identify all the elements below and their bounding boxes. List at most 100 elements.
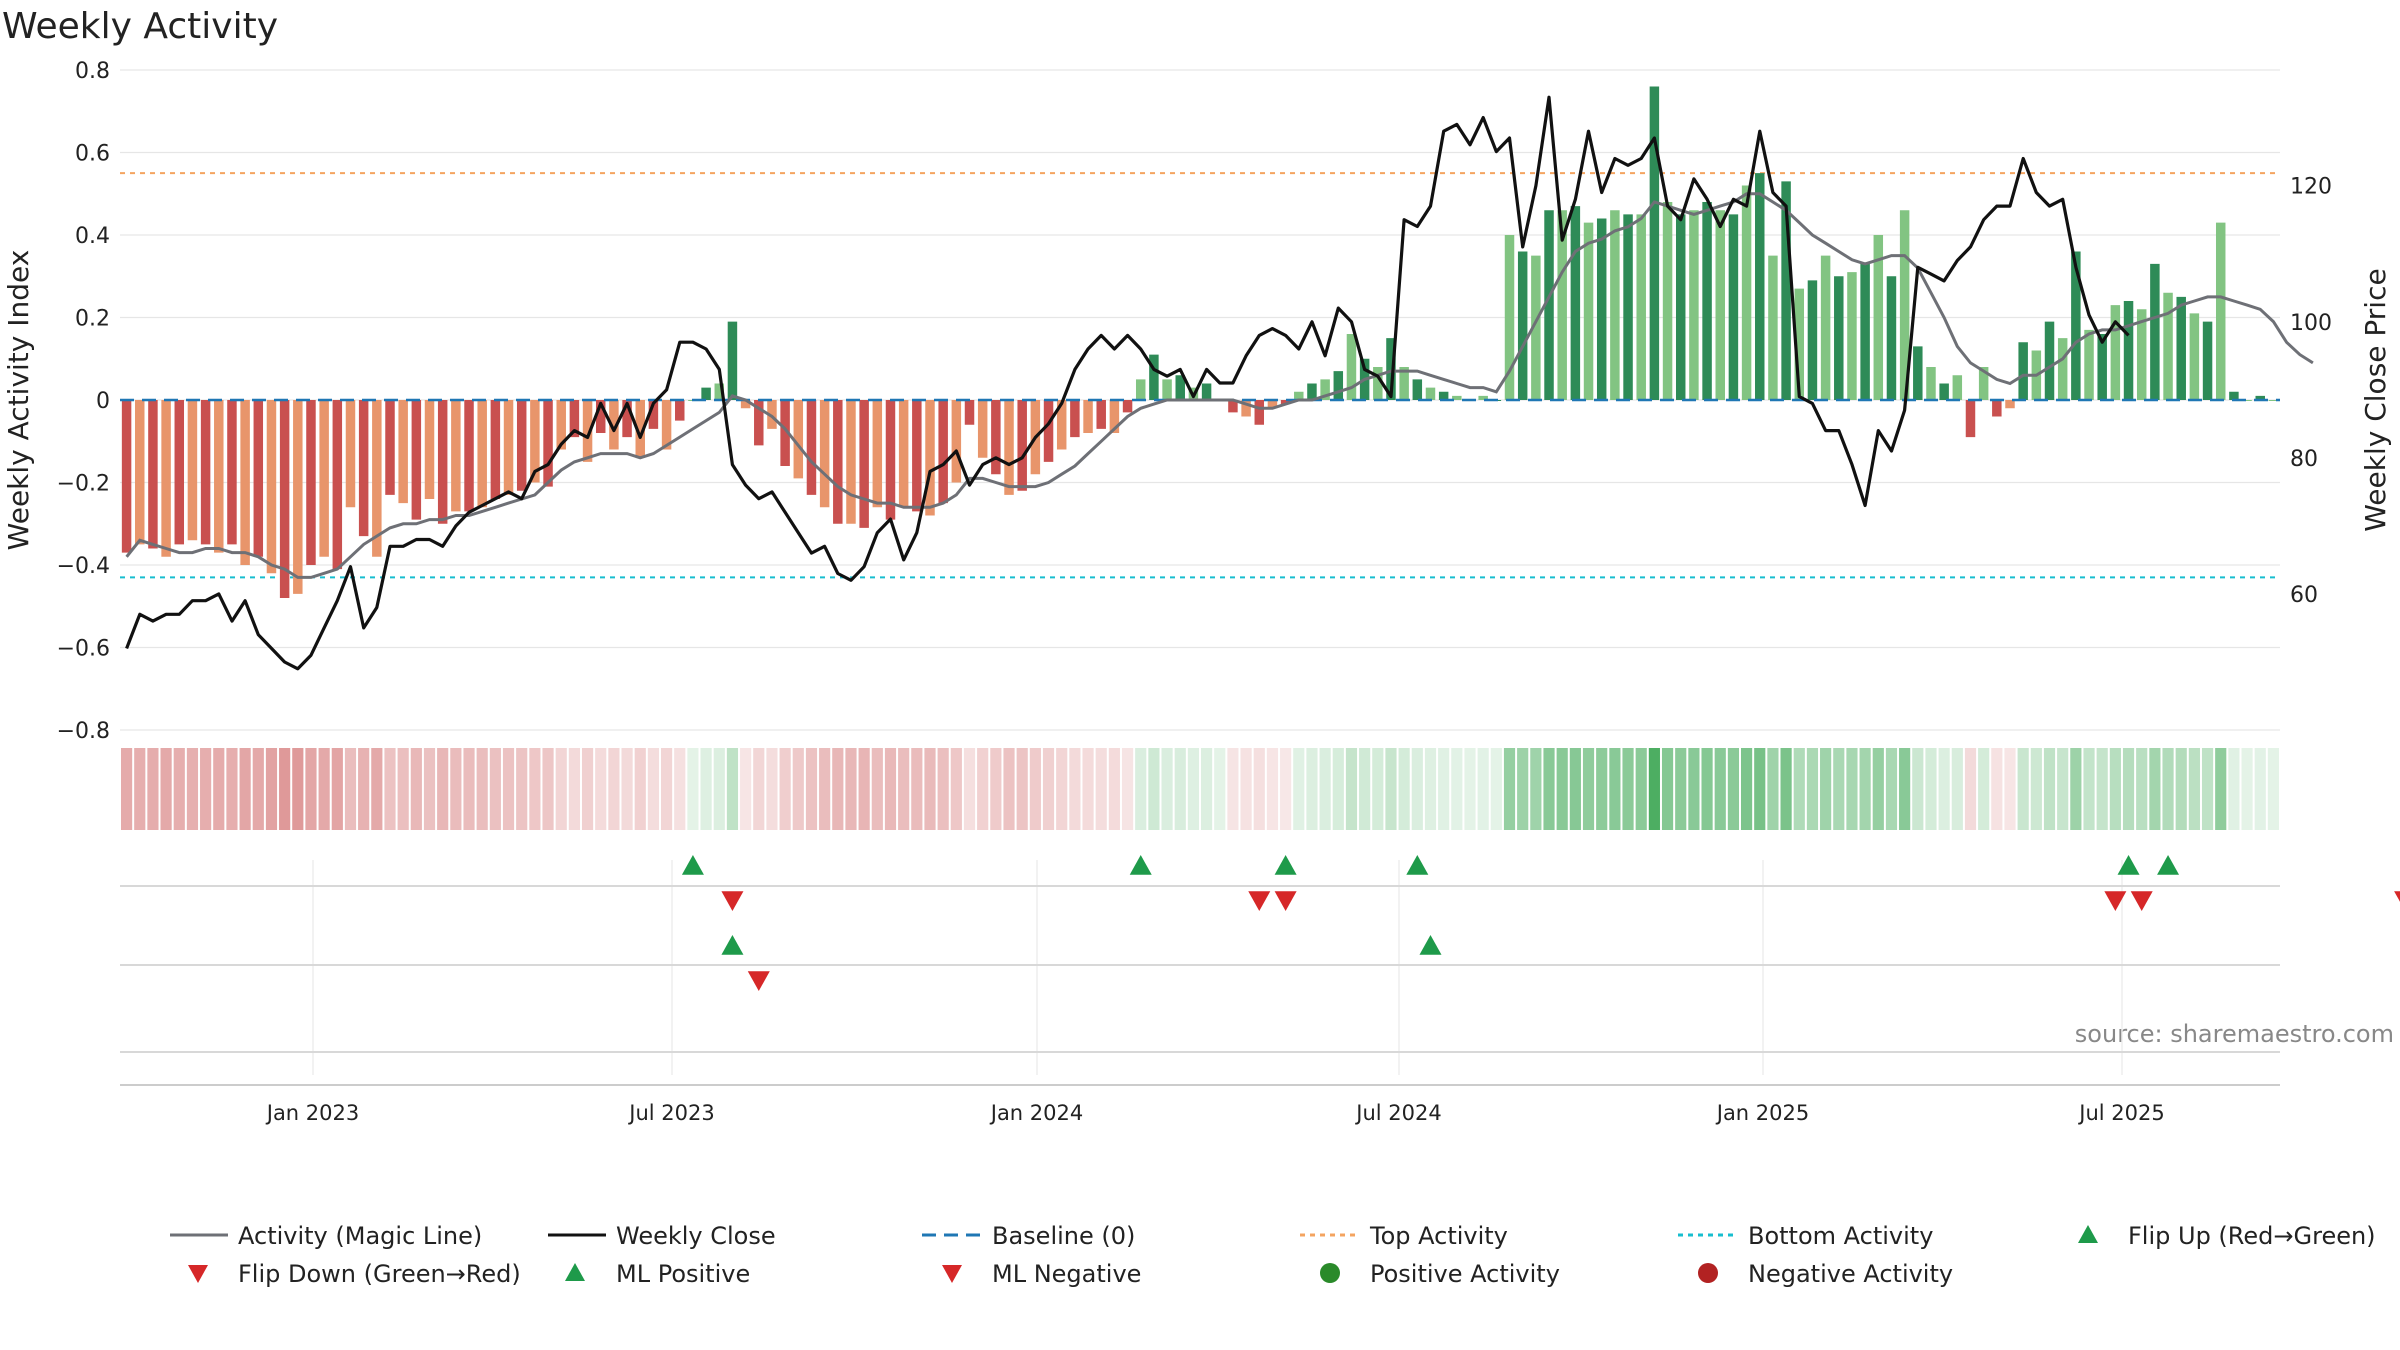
legend-label: ML Negative bbox=[992, 1260, 1141, 1288]
activity-bar bbox=[1373, 367, 1383, 400]
activity-bar bbox=[214, 400, 224, 553]
activity-bar bbox=[372, 400, 382, 557]
activity-bar bbox=[833, 400, 843, 524]
legend-swatch bbox=[1320, 1263, 1340, 1283]
activity-bar bbox=[161, 400, 171, 557]
activity-strip-cell bbox=[1201, 748, 1213, 830]
activity-strip-cell bbox=[1490, 748, 1502, 830]
activity-strip-cell bbox=[608, 748, 620, 830]
x-tick: Jul 2023 bbox=[627, 1101, 714, 1125]
activity-bar bbox=[1899, 210, 1910, 400]
activity-bar bbox=[2176, 296, 2186, 400]
activity-strip-cell bbox=[1069, 748, 1081, 830]
activity-bar bbox=[898, 400, 909, 508]
activity-strip-cell bbox=[845, 748, 857, 830]
activity-bar bbox=[2202, 321, 2213, 400]
activity-strip-cell bbox=[423, 748, 436, 830]
activity-strip-cell bbox=[990, 748, 1002, 830]
activity-bar bbox=[1675, 214, 1686, 400]
activity-strip-cell bbox=[1477, 748, 1489, 830]
activity-bar bbox=[622, 400, 632, 438]
activity-bar bbox=[1583, 222, 1594, 400]
flip-down-marker bbox=[2394, 891, 2400, 902]
activity-bar bbox=[1715, 210, 1725, 400]
legend-label: Positive Activity bbox=[1370, 1260, 1560, 1288]
activity-strip-cell bbox=[1424, 748, 1437, 830]
legend-label: Bottom Activity bbox=[1748, 1222, 1933, 1250]
activity-strip-cell bbox=[1951, 748, 1963, 830]
flip-down-marker bbox=[2130, 891, 2153, 911]
activity-bar bbox=[1399, 367, 1409, 400]
activity-strip-cell bbox=[1754, 748, 1766, 830]
activity-bar bbox=[1043, 400, 1054, 462]
y-tick-right: 100 bbox=[2290, 311, 2332, 336]
activity-bar bbox=[661, 400, 672, 450]
activity-bar bbox=[1847, 272, 1857, 400]
activity-bar bbox=[635, 400, 645, 458]
activity-bar bbox=[714, 383, 725, 400]
activity-bar bbox=[819, 400, 830, 508]
activity-bar bbox=[1201, 383, 1212, 400]
activity-strip-cell bbox=[1635, 748, 1647, 830]
activity-bar bbox=[2057, 338, 2068, 400]
activity-strip-cell bbox=[1280, 748, 1292, 830]
activity-strip-cell bbox=[1833, 748, 1845, 830]
activity-strip-cell bbox=[2149, 748, 2161, 830]
activity-strip-cell bbox=[1214, 748, 1226, 830]
activity-strip-cell bbox=[2162, 748, 2174, 830]
activity-bar bbox=[424, 400, 435, 499]
activity-strip-cell bbox=[1016, 748, 1028, 830]
activity-bar bbox=[582, 400, 593, 462]
activity-strip-cell bbox=[239, 748, 251, 830]
flip-up-marker bbox=[2117, 855, 2140, 875]
activity-bar bbox=[859, 400, 869, 528]
x-tick: Jan 2023 bbox=[265, 1101, 360, 1125]
activity-bar bbox=[1425, 387, 1436, 400]
legend-label: Activity (Magic Line) bbox=[238, 1222, 482, 1250]
activity-strip-cell bbox=[331, 748, 343, 830]
activity-strip-cell bbox=[779, 748, 791, 830]
activity-strip-cell bbox=[1135, 748, 1147, 830]
activity-strip-cell bbox=[2096, 748, 2108, 830]
activity-strip-cell bbox=[292, 748, 304, 830]
activity-strip-cell bbox=[1806, 748, 1819, 830]
activity-bar bbox=[2150, 263, 2160, 400]
activity-strip-cell bbox=[463, 748, 475, 830]
activity-strip-cell bbox=[134, 748, 146, 830]
activity-strip-cell bbox=[740, 748, 752, 830]
activity-strip-cell bbox=[384, 748, 396, 830]
activity-strip-cell bbox=[1543, 748, 1555, 830]
activity-strip-cell bbox=[2004, 748, 2016, 830]
activity-bar bbox=[1333, 371, 1344, 400]
activity-bar bbox=[543, 400, 553, 487]
y-tick-left: 0 bbox=[96, 389, 110, 414]
activity-bar bbox=[1623, 214, 1633, 400]
activity-bar bbox=[411, 400, 422, 520]
legend-label: Top Activity bbox=[1369, 1222, 1508, 1250]
activity-bar bbox=[1728, 214, 1739, 400]
activity-bar bbox=[569, 400, 580, 438]
activity-strip-cell bbox=[1714, 748, 1726, 830]
activity-bar bbox=[1662, 202, 1673, 400]
activity-bar bbox=[1517, 251, 1528, 400]
activity-strip-cell bbox=[832, 748, 844, 830]
activity-bar bbox=[464, 400, 474, 512]
activity-bar bbox=[938, 400, 948, 504]
activity-bar bbox=[1228, 400, 1238, 413]
flip-down-marker bbox=[1248, 891, 1271, 911]
activity-bar bbox=[2189, 313, 2200, 400]
activity-bar bbox=[846, 400, 856, 524]
activity-strip-cell bbox=[147, 748, 159, 830]
activity-bar bbox=[1741, 185, 1752, 400]
activity-strip-cell bbox=[1108, 748, 1120, 830]
activity-strip-cell bbox=[1596, 748, 1608, 830]
activity-strip-cell bbox=[1701, 748, 1713, 830]
activity-strip-cell bbox=[489, 748, 501, 830]
legend-label: ML Positive bbox=[616, 1260, 750, 1288]
legend-swatch bbox=[1698, 1263, 1718, 1283]
activity-bar bbox=[754, 400, 764, 446]
activity-bar bbox=[1544, 210, 1554, 400]
activity-bar bbox=[1807, 280, 1818, 400]
activity-bar bbox=[1280, 400, 1291, 405]
activity-bar bbox=[2071, 251, 2081, 400]
